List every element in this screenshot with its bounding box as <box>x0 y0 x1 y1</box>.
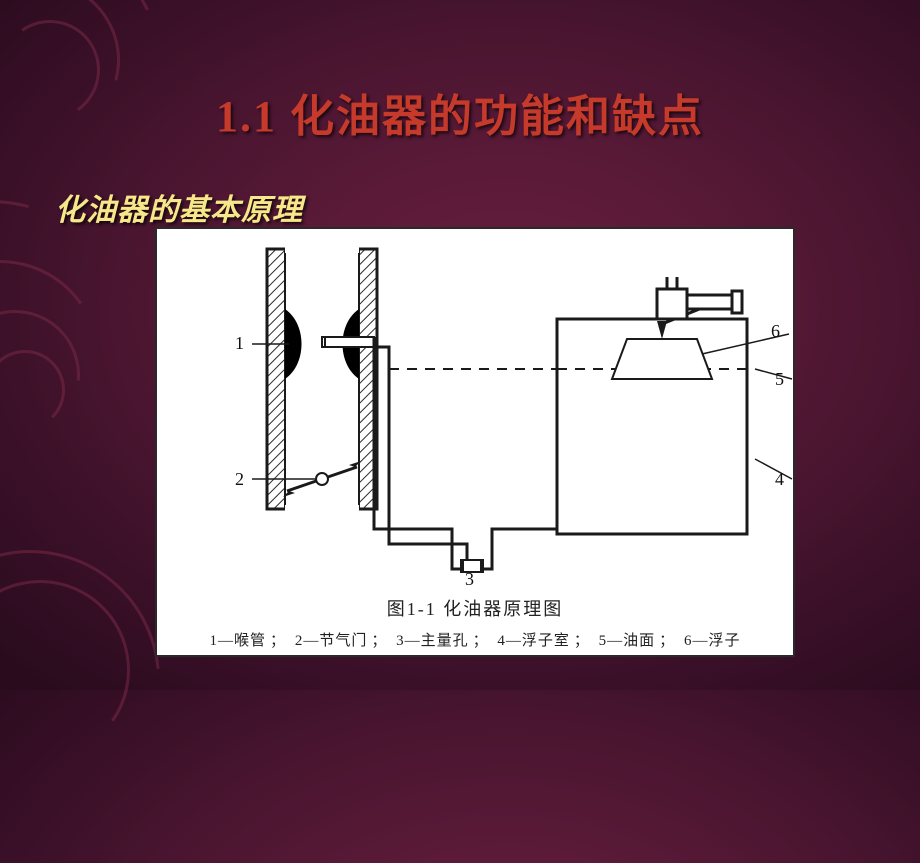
legend-item: 6—浮子 <box>684 633 741 649</box>
callout-1: 1 <box>235 333 244 354</box>
slide-subtitle: 化油器的基本原理 <box>55 185 303 229</box>
figure-container: 1 2 3 4 5 6 图1-1 化油器原理图 1—喉管； 2—节气门； 3—主… <box>155 227 795 657</box>
carburetor-diagram: 1 2 3 4 5 6 <box>157 229 793 589</box>
callout-4: 4 <box>775 469 784 490</box>
figure-caption: 图1-1 化油器原理图 <box>157 595 793 621</box>
callout-2: 2 <box>235 469 244 490</box>
diagram-svg <box>157 229 797 589</box>
legend-item: 4—浮子室 <box>497 633 570 649</box>
figure-legend: 1—喉管； 2—节气门； 3—主量孔； 4—浮子室； 5—油面； 6—浮子 <box>157 629 793 650</box>
legend-item: 2—节气门 <box>295 633 368 649</box>
callout-6: 6 <box>771 321 780 342</box>
callout-5: 5 <box>775 369 784 390</box>
legend-item: 3—主量孔 <box>396 633 469 649</box>
legend-item: 5—油面 <box>599 633 656 649</box>
slide-title: 1.1 化油器的功能和缺点 <box>0 80 920 144</box>
legend-item: 1—喉管 <box>210 633 267 649</box>
callout-3: 3 <box>465 569 474 590</box>
figure-caption-block: 图1-1 化油器原理图 1—喉管； 2—节气门； 3—主量孔； 4—浮子室； 5… <box>157 589 793 650</box>
